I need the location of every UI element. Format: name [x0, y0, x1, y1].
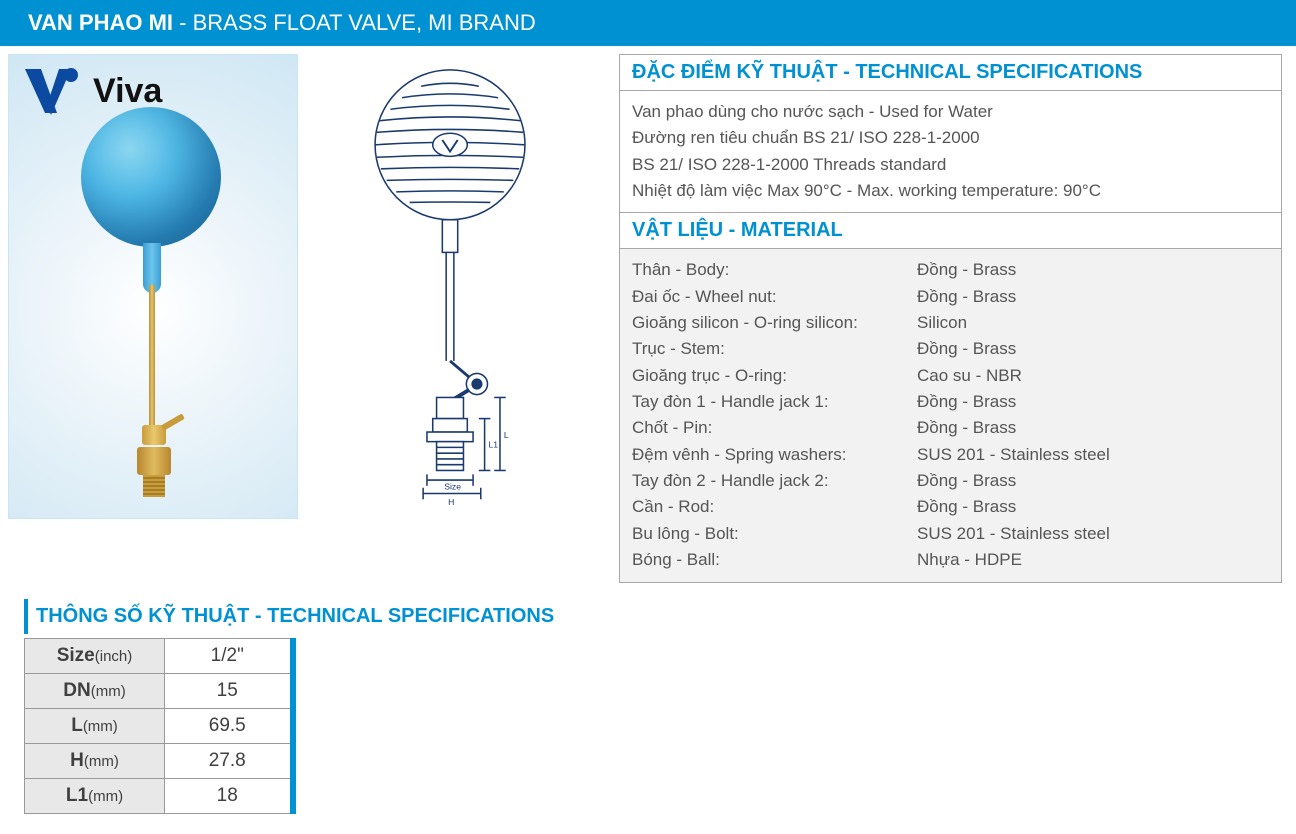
material-row: Gioăng trục - O-ring:Cao su - NBR [632, 363, 1269, 389]
spec-row-value: 1/2" [165, 638, 293, 673]
spec-row-value: 18 [165, 778, 293, 813]
material-row: Cần - Rod:Đồng - Brass [632, 494, 1269, 520]
material-label: Gioăng silicon - O-ring silicon: [632, 310, 917, 336]
material-body: Thân - Body:Đồng - BrassĐai ốc - Wheel n… [619, 249, 1282, 582]
material-row: Tay đòn 2 - Handle jack 2:Đồng - Brass [632, 468, 1269, 494]
material-row: Bóng - Ball:Nhựa - HDPE [632, 547, 1269, 573]
page-header: VAN PHAO MI - BRASS FLOAT VALVE, MI BRAN… [0, 0, 1296, 46]
material-value: Đồng - Brass [917, 468, 1269, 494]
spec-row-label: L(mm) [25, 708, 165, 743]
header-title-light: BRASS FLOAT VALVE, MI BRAND [193, 10, 536, 35]
spec-row-label: DN(mm) [25, 673, 165, 708]
right-column: ĐẶC ĐIỂM KỸ THUẬT - TECHNICAL SPECIFICAT… [615, 46, 1296, 591]
logo-text: Viva [93, 72, 162, 111]
svg-text:Size: Size [444, 482, 461, 492]
float-valve-body [131, 425, 177, 497]
logo-mark-icon [23, 65, 85, 117]
spec-row-value: 27.8 [165, 743, 293, 778]
tech-spec-header: ĐẶC ĐIỂM KỸ THUẬT - TECHNICAL SPECIFICAT… [619, 54, 1282, 91]
header-sep: - [173, 10, 193, 35]
material-row: Đai ốc - Wheel nut:Đồng - Brass [632, 284, 1269, 310]
material-row: Bu lông - Bolt:SUS 201 - Stainless steel [632, 521, 1269, 547]
material-value: Nhựa - HDPE [917, 547, 1269, 573]
material-value: Đồng - Brass [917, 284, 1269, 310]
material-header: VẬT LIỆU - MATERIAL [619, 213, 1282, 249]
float-ball [81, 107, 221, 247]
spec-table-section: THÔNG SỐ KỸ THUẬT - TECHNICAL SPECIFICAT… [0, 591, 1296, 834]
spec-row: L(mm)69.5 [25, 708, 293, 743]
material-label: Gioăng trục - O-ring: [632, 363, 917, 389]
tech-spec-line: BS 21/ ISO 228-1-2000 Threads standard [632, 152, 1269, 178]
svg-text:L: L [504, 430, 509, 440]
material-label: Trục - Stem: [632, 336, 917, 362]
spec-row: L1(mm)18 [25, 778, 293, 813]
brand-logo: Viva [23, 65, 162, 117]
material-label: Tay đòn 2 - Handle jack 2: [632, 468, 917, 494]
material-label: Chốt - Pin: [632, 415, 917, 441]
spec-row-label: Size(inch) [25, 638, 165, 673]
svg-text:H: H [448, 497, 454, 507]
material-value: Đồng - Brass [917, 389, 1269, 415]
material-row: Trục - Stem:Đồng - Brass [632, 336, 1269, 362]
float-rod [149, 285, 155, 430]
spec-table-title: THÔNG SỐ KỸ THUẬT - TECHNICAL SPECIFICAT… [24, 599, 1272, 634]
spec-row-label: H(mm) [25, 743, 165, 778]
material-value: Đồng - Brass [917, 336, 1269, 362]
material-label: Bu lông - Bolt: [632, 521, 917, 547]
material-value: SUS 201 - Stainless steel [917, 521, 1269, 547]
spec-row-value: 15 [165, 673, 293, 708]
left-column: Viva [0, 46, 615, 591]
product-photo: Viva [8, 54, 298, 519]
float-valve-product-render [9, 55, 297, 518]
material-value: Đồng - Brass [917, 415, 1269, 441]
technical-drawing: Size H L1 L [298, 54, 603, 519]
tech-spec-line: Nhiệt độ làm việc Max 90°C - Max. workin… [632, 178, 1269, 204]
material-label: Cần - Rod: [632, 494, 917, 520]
material-value: Cao su - NBR [917, 363, 1269, 389]
material-label: Tay đòn 1 - Handle jack 1: [632, 389, 917, 415]
spec-row-value: 69.5 [165, 708, 293, 743]
spec-row: DN(mm)15 [25, 673, 293, 708]
material-row: Gioăng silicon - O-ring silicon:Silicon [632, 310, 1269, 336]
header-title-bold: VAN PHAO MI [28, 10, 173, 35]
spec-row: H(mm)27.8 [25, 743, 293, 778]
material-label: Bóng - Ball: [632, 547, 917, 573]
svg-text:L1: L1 [488, 439, 498, 449]
material-row: Đệm vênh - Spring washers:SUS 201 - Stai… [632, 442, 1269, 468]
material-label: Đai ốc - Wheel nut: [632, 284, 917, 310]
material-label: Thân - Body: [632, 257, 917, 283]
tech-spec-line: Đường ren tiêu chuẩn BS 21/ ISO 228-1-20… [632, 125, 1269, 151]
tech-spec-body: Van phao dùng cho nước sạch - Used for W… [619, 91, 1282, 213]
material-label: Đệm vênh - Spring washers: [632, 442, 917, 468]
material-value: Đồng - Brass [917, 257, 1269, 283]
material-row: Tay đòn 1 - Handle jack 1:Đồng - Brass [632, 389, 1269, 415]
spec-row: Size(inch)1/2" [25, 638, 293, 673]
tech-spec-line: Van phao dùng cho nước sạch - Used for W… [632, 99, 1269, 125]
material-row: Thân - Body:Đồng - Brass [632, 257, 1269, 283]
material-value: Silicon [917, 310, 1269, 336]
material-value: SUS 201 - Stainless steel [917, 442, 1269, 468]
material-row: Chốt - Pin:Đồng - Brass [632, 415, 1269, 441]
main-content-row: Viva [0, 46, 1296, 591]
material-value: Đồng - Brass [917, 494, 1269, 520]
spec-table: Size(inch)1/2"DN(mm)15L(mm)69.5H(mm)27.8… [24, 638, 296, 814]
spec-row-label: L1(mm) [25, 778, 165, 813]
